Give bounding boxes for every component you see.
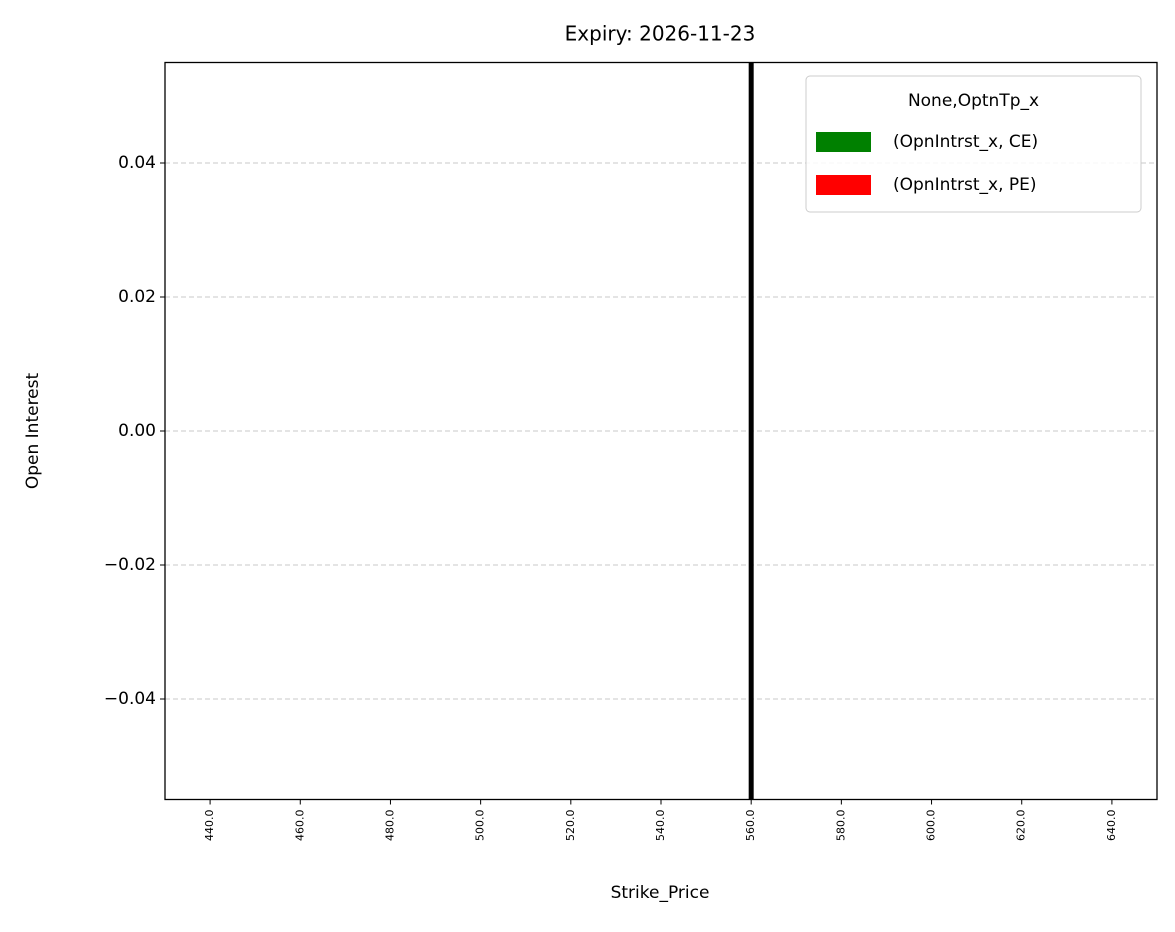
x-tick-label: 580.0 [834,810,847,842]
y-tick-label: −0.02 [104,555,156,575]
legend-box [805,75,1142,213]
legend-swatch [816,132,871,152]
legend-label: (OpnIntrst_x, CE) [893,132,1038,152]
y-tick-label: 0.00 [118,421,156,441]
y-tick-label: −0.04 [104,689,156,709]
legend-label: (OpnIntrst_x, PE) [893,175,1037,195]
y-axis-label: Open Interest [23,373,43,490]
x-tick-label: 620.0 [1015,810,1028,842]
x-axis-label: Strike_Price [611,883,710,903]
x-tick-label: 640.0 [1105,810,1118,842]
chart-title: Expiry: 2026-11-23 [565,22,756,46]
x-tick-label: 480.0 [383,810,396,842]
legend-title: None,OptnTp_x [908,91,1039,111]
x-tick-label: 560.0 [744,810,757,842]
x-tick-label: 460.0 [293,810,306,842]
x-tick-label: 440.0 [203,810,216,842]
x-tick-label: 600.0 [925,810,938,842]
x-tick-label: 500.0 [474,810,487,842]
y-tick-label: 0.04 [118,153,156,173]
x-tick-label: 520.0 [564,810,577,842]
y-tick-label: 0.02 [118,287,156,307]
legend-swatch [816,175,871,195]
x-tick-label: 540.0 [654,810,667,842]
legend: None,OptnTp_x (OpnIntrst_x, CE) (OpnIntrst… [805,75,1142,213]
plot-frame [164,61,1158,801]
